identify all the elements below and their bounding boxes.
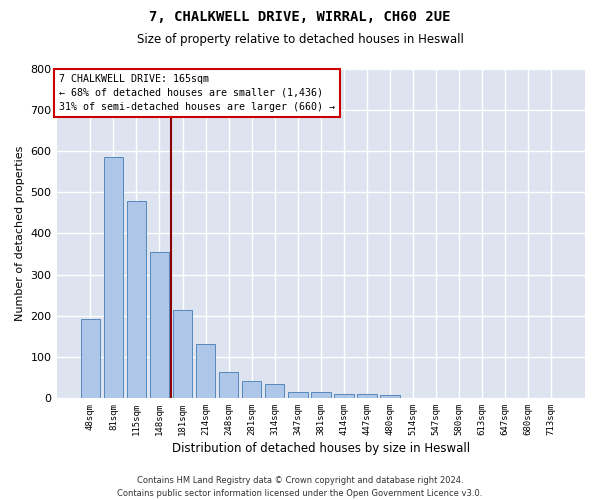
Bar <box>173 310 193 398</box>
X-axis label: Distribution of detached houses by size in Heswall: Distribution of detached houses by size … <box>172 442 470 455</box>
Text: 7, CHALKWELL DRIVE, WIRRAL, CH60 2UE: 7, CHALKWELL DRIVE, WIRRAL, CH60 2UE <box>149 10 451 24</box>
Text: Contains HM Land Registry data © Crown copyright and database right 2024.
Contai: Contains HM Land Registry data © Crown c… <box>118 476 482 498</box>
Bar <box>127 200 146 398</box>
Bar <box>196 344 215 398</box>
Bar <box>288 392 308 398</box>
Bar <box>80 319 100 398</box>
Text: Size of property relative to detached houses in Heswall: Size of property relative to detached ho… <box>137 32 463 46</box>
Bar <box>104 156 123 398</box>
Bar <box>357 394 377 398</box>
Y-axis label: Number of detached properties: Number of detached properties <box>15 146 25 321</box>
Text: 7 CHALKWELL DRIVE: 165sqm
← 68% of detached houses are smaller (1,436)
31% of se: 7 CHALKWELL DRIVE: 165sqm ← 68% of detac… <box>59 74 335 112</box>
Bar <box>242 382 262 398</box>
Bar <box>219 372 238 398</box>
Bar <box>265 384 284 398</box>
Bar <box>149 252 169 398</box>
Bar <box>334 394 353 398</box>
Bar <box>380 394 400 398</box>
Bar <box>311 392 331 398</box>
